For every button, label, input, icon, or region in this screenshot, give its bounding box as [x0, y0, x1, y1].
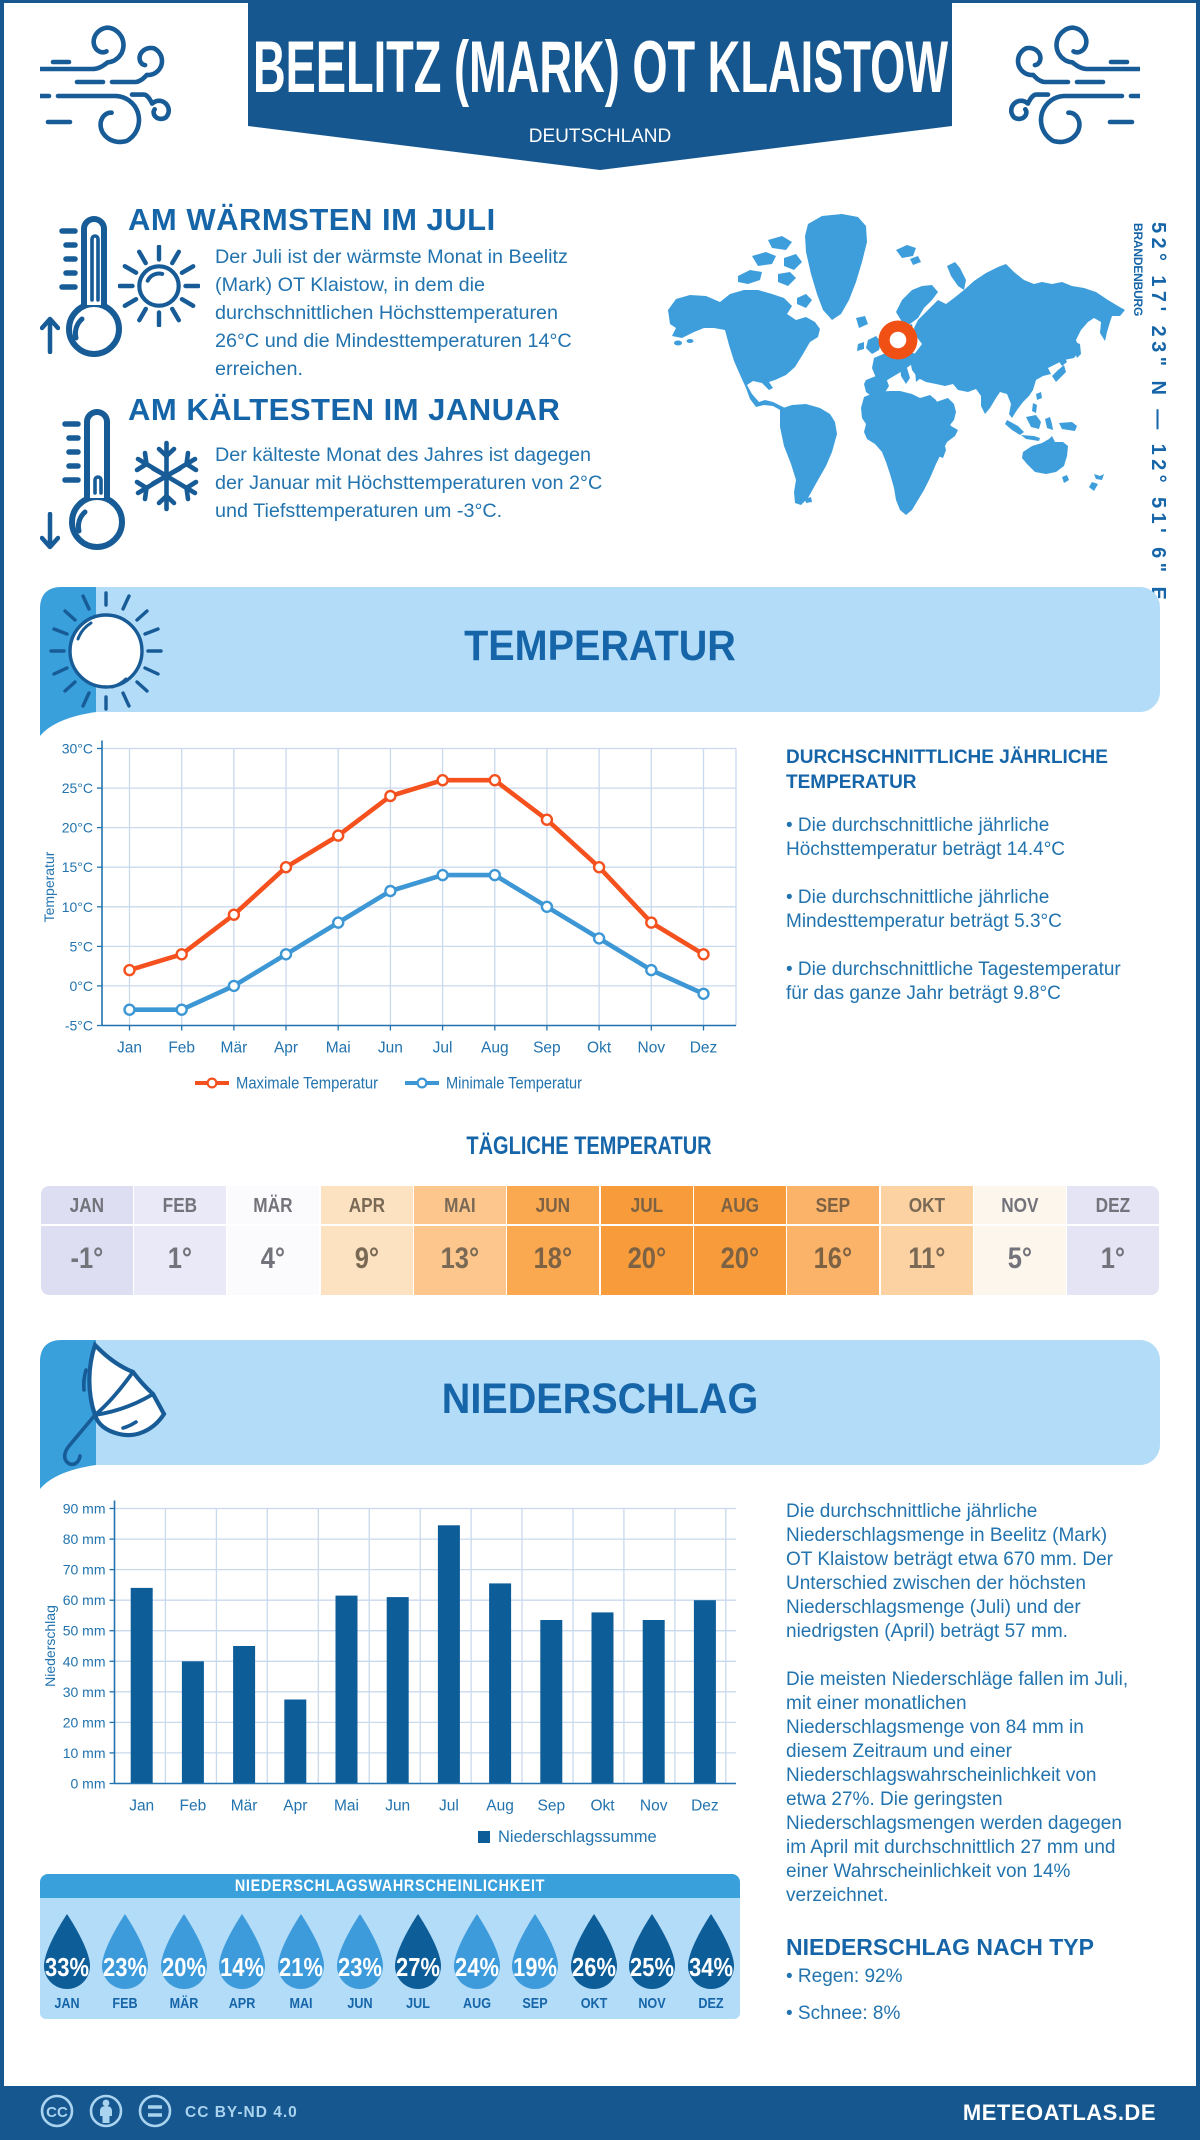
svg-text:33%: 33% [45, 1952, 89, 1982]
svg-text:Jan: Jan [117, 1040, 142, 1057]
svg-text:Aug: Aug [481, 1040, 509, 1057]
svg-text:5°C: 5°C [70, 938, 94, 954]
svg-text:Jul: Jul [439, 1798, 459, 1815]
svg-text:Apr: Apr [283, 1798, 307, 1815]
svg-text:21%: 21% [279, 1952, 323, 1982]
svg-text:Jun: Jun [378, 1040, 403, 1057]
svg-text:14%: 14% [220, 1952, 264, 1982]
svg-text:Temperatur: Temperatur [41, 851, 57, 922]
svg-text:23%: 23% [103, 1952, 147, 1982]
svg-text:Mai: Mai [326, 1040, 351, 1057]
svg-text:Dez: Dez [690, 1040, 718, 1057]
svg-text:Niederschlagssumme: Niederschlagssumme [498, 1828, 657, 1846]
svg-text:60 mm: 60 mm [63, 1592, 106, 1608]
svg-text:Jun: Jun [385, 1798, 410, 1815]
svg-text:90 mm: 90 mm [63, 1501, 106, 1517]
svg-text:Mär: Mär [221, 1040, 248, 1057]
svg-text:15°C: 15°C [62, 859, 93, 875]
svg-text:20°C: 20°C [62, 820, 93, 836]
svg-text:-5°C: -5°C [65, 1018, 93, 1034]
svg-text:Aug: Aug [486, 1798, 514, 1815]
svg-text:Sep: Sep [533, 1040, 561, 1057]
svg-text:30°C: 30°C [62, 741, 93, 757]
svg-text:26%: 26% [572, 1952, 616, 1982]
svg-text:25%: 25% [630, 1952, 674, 1982]
svg-text:Okt: Okt [590, 1798, 615, 1815]
svg-text:10°C: 10°C [62, 899, 93, 915]
svg-text:Sep: Sep [538, 1798, 566, 1815]
svg-text:25°C: 25°C [62, 780, 93, 796]
svg-text:70 mm: 70 mm [63, 1562, 106, 1578]
svg-text:50 mm: 50 mm [63, 1623, 106, 1639]
svg-text:CC: CC [46, 2104, 68, 2121]
svg-text:CC BY-ND 4.0: CC BY-ND 4.0 [185, 2104, 298, 2121]
svg-text:Niederschlag: Niederschlag [42, 1605, 58, 1687]
svg-text:Nov: Nov [638, 1040, 666, 1057]
svg-text:Mär: Mär [231, 1798, 258, 1815]
svg-text:30 mm: 30 mm [63, 1684, 106, 1700]
svg-text:20 mm: 20 mm [63, 1714, 106, 1730]
svg-text:Jan: Jan [129, 1798, 154, 1815]
svg-text:Mai: Mai [334, 1798, 359, 1815]
svg-text:0 mm: 0 mm [71, 1776, 106, 1792]
svg-text:80 mm: 80 mm [63, 1531, 106, 1547]
svg-text:Minimale Temperatur: Minimale Temperatur [446, 1075, 582, 1093]
svg-text:34%: 34% [689, 1952, 733, 1982]
svg-text:27%: 27% [396, 1952, 440, 1982]
svg-text:19%: 19% [513, 1952, 557, 1982]
svg-text:Dez: Dez [691, 1798, 719, 1815]
svg-text:Apr: Apr [274, 1040, 298, 1057]
svg-text:Nov: Nov [640, 1798, 668, 1815]
svg-text:Okt: Okt [587, 1040, 612, 1057]
svg-text:Maximale Temperatur: Maximale Temperatur [236, 1075, 378, 1093]
svg-text:20%: 20% [162, 1952, 206, 1982]
svg-text:10 mm: 10 mm [63, 1745, 106, 1761]
svg-text:Feb: Feb [180, 1798, 207, 1815]
svg-text:0°C: 0°C [70, 978, 94, 994]
svg-text:40 mm: 40 mm [63, 1653, 106, 1669]
svg-text:24%: 24% [455, 1952, 499, 1982]
svg-text:23%: 23% [338, 1952, 382, 1982]
svg-text:Jul: Jul [433, 1040, 453, 1057]
svg-text:Feb: Feb [168, 1040, 195, 1057]
